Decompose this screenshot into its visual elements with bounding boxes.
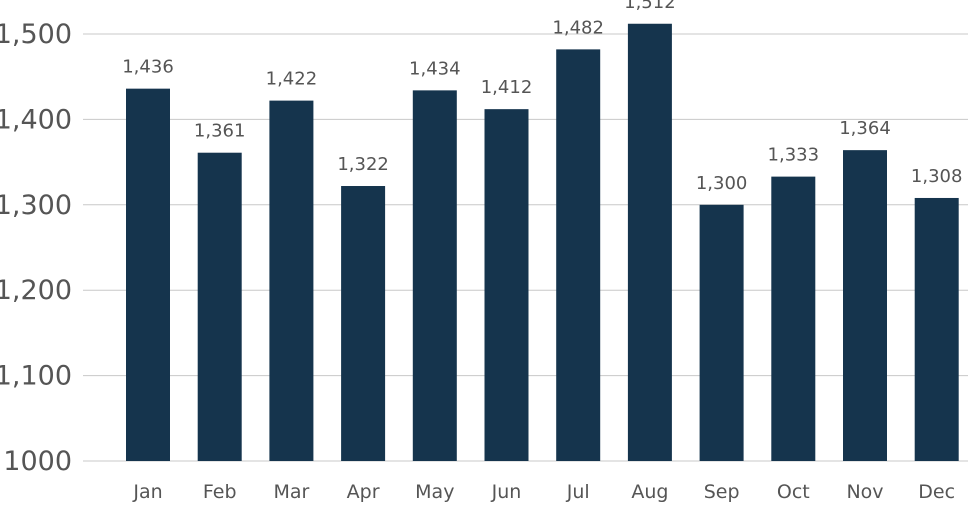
data-labels: 1,436 1,361 1,422 1,322 1,434 1,412 1,482 1,512…: [122, 0, 962, 194]
bar-jan: [126, 88, 170, 461]
x-tick-label: Feb: [203, 481, 237, 503]
x-tick-label: Apr: [347, 481, 380, 503]
y-tick-label: 1,500: [0, 19, 72, 50]
bar-nov: [843, 150, 887, 462]
x-tick-label: Nov: [846, 481, 883, 503]
bar-sep: [699, 204, 744, 462]
data-label: 1,436: [122, 57, 174, 78]
bar-apr: [341, 186, 386, 461]
data-label: 1,361: [194, 121, 246, 142]
y-tick-label: 1000: [3, 446, 72, 477]
x-tick-label: Mar: [273, 481, 309, 503]
x-tick-label: May: [415, 481, 454, 503]
data-label: 1,308: [911, 166, 963, 187]
data-label: 1,482: [552, 17, 604, 38]
y-tick-label: 1,400: [0, 104, 72, 135]
x-tick-label: Sep: [704, 481, 740, 503]
data-label: 1,333: [768, 145, 820, 166]
y-tick-label: 1,100: [0, 361, 72, 392]
bar-dec: [914, 197, 959, 461]
x-tick-label: Oct: [777, 481, 810, 503]
bar-may: [412, 90, 457, 461]
x-tick-label: Jul: [566, 481, 590, 503]
data-label: 1,434: [409, 58, 461, 79]
bar-oct: [771, 176, 816, 462]
bar-mar: [269, 100, 314, 461]
bars: [126, 23, 959, 462]
data-label: 1,412: [481, 77, 533, 98]
x-tick-label: Dec: [918, 481, 955, 503]
bar-jun: [484, 109, 529, 461]
y-tick-label: 1,200: [0, 275, 72, 306]
bar-aug: [627, 23, 672, 461]
data-label: 1,422: [266, 69, 318, 90]
y-axis-tick-labels: 1000 1,100 1,200 1,300 1,400 1,500: [0, 19, 72, 477]
data-label: 1,364: [839, 118, 891, 139]
bar-feb: [197, 152, 242, 461]
x-tick-label: Jan: [132, 481, 162, 503]
x-tick-label: Aug: [631, 481, 668, 503]
data-label: 1,322: [337, 154, 389, 175]
data-label: 1,512: [624, 0, 676, 13]
x-tick-label: Jun: [491, 481, 522, 503]
data-label: 1,300: [696, 173, 748, 194]
bar-jul: [556, 49, 601, 461]
x-axis-tick-labels: Jan Feb Mar Apr May Jun Jul Aug Sep Oct Nov Dec: [132, 481, 955, 503]
y-tick-label: 1,300: [0, 190, 72, 221]
